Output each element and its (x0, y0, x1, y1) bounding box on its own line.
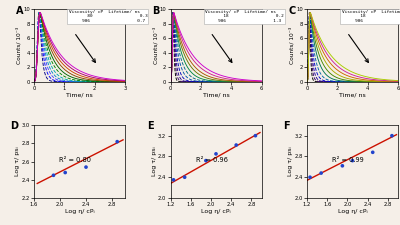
Point (389, 134, 395, 137)
Point (203, 159, 209, 162)
Point (318, 171, 324, 175)
Text: R² = 0.96: R² = 0.96 (196, 157, 228, 163)
Text: E: E (147, 121, 154, 131)
Text: Viscosity/ cP  Lifetime/ ns
       18                  0.2
     906             : Viscosity/ cP Lifetime/ ns 18 0.2 906 (205, 10, 284, 23)
Text: R² = 0.99: R² = 0.99 (332, 157, 364, 163)
Text: R² = 0.80: R² = 0.80 (60, 157, 92, 163)
Point (307, 176, 313, 179)
Text: Viscosity/ cP  Lifetime/ ns
       80                  0.3
     906             : Viscosity/ cP Lifetime/ ns 80 0.3 906 (68, 10, 147, 23)
Text: A: A (16, 6, 23, 16)
Y-axis label: Counts/ 10⁻³: Counts/ 10⁻³ (153, 27, 158, 64)
Point (114, 140, 120, 144)
X-axis label: Time/ ns: Time/ ns (339, 92, 366, 97)
Y-axis label: Log τ/ psᵢ: Log τ/ psᵢ (152, 147, 156, 176)
Text: C: C (289, 6, 296, 16)
Y-axis label: Log τ/ psᵢ: Log τ/ psᵢ (15, 147, 20, 176)
X-axis label: Time/ ns: Time/ ns (66, 92, 93, 97)
Text: Viscosity/ cP  Lifetime/ ns
       18                  0.2
     906             : Viscosity/ cP Lifetime/ ns 18 0.2 906 (342, 10, 400, 23)
X-axis label: Log η/ cPᵢ: Log η/ cPᵢ (338, 209, 367, 214)
Point (213, 152, 219, 156)
Point (50, 173, 57, 177)
Point (233, 143, 240, 147)
Text: F: F (283, 121, 290, 131)
Point (349, 159, 356, 162)
Point (370, 151, 376, 154)
Point (339, 164, 346, 168)
Point (62, 171, 68, 174)
X-axis label: Log η/ cPᵢ: Log η/ cPᵢ (201, 209, 231, 214)
Point (170, 178, 177, 182)
Y-axis label: Counts/ 10⁻³: Counts/ 10⁻³ (16, 27, 22, 64)
Point (182, 176, 188, 179)
Point (83, 165, 89, 169)
Y-axis label: Counts/ 10⁻³: Counts/ 10⁻³ (289, 27, 295, 64)
Text: B: B (152, 6, 160, 16)
Point (252, 134, 259, 137)
X-axis label: Log η/ cPᵢ: Log η/ cPᵢ (65, 209, 94, 214)
Y-axis label: Log τ/ psᵢ: Log τ/ psᵢ (288, 147, 293, 176)
X-axis label: Time/ ns: Time/ ns (203, 92, 229, 97)
Text: D: D (10, 121, 18, 131)
